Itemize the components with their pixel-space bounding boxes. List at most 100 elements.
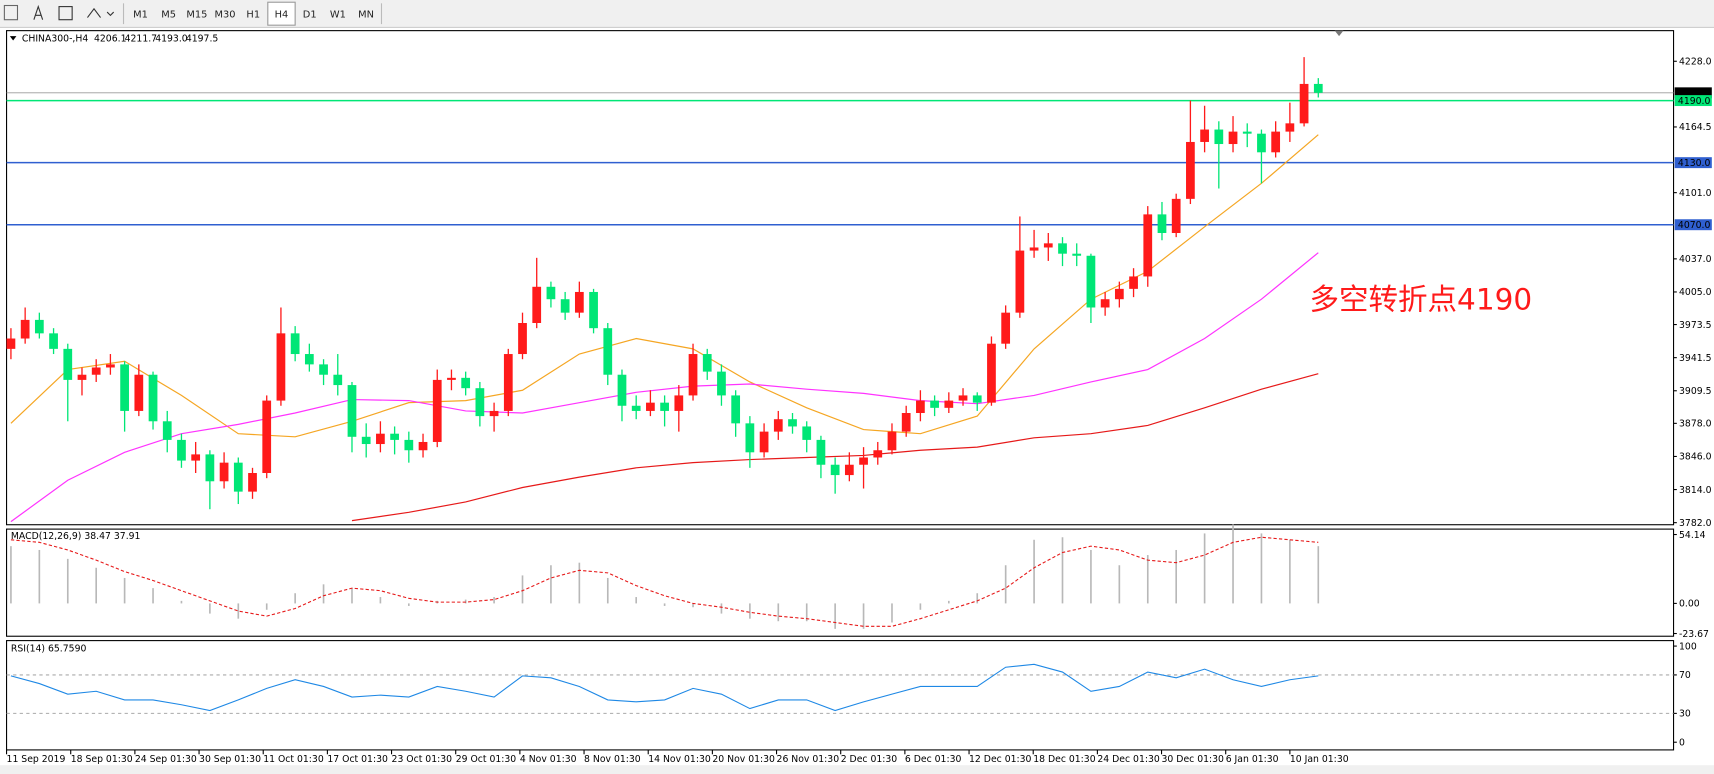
candle-body	[162, 421, 172, 440]
timeframe-button[interactable]: M15	[186, 10, 207, 21]
y-tick-label: 3941.5	[1679, 353, 1712, 364]
candle-body	[816, 439, 826, 465]
y-tick-label: 0	[1679, 738, 1685, 749]
candle-body	[930, 400, 939, 408]
ohlc-close: 4197.5	[186, 34, 219, 45]
candle-body	[745, 423, 755, 453]
candle-body	[233, 462, 243, 492]
moving-average	[10, 134, 1319, 438]
candle-body	[1157, 214, 1167, 233]
candle-body	[944, 400, 954, 408]
candle-body	[859, 457, 868, 465]
tool-icons[interactable]	[3, 4, 115, 21]
candle-body	[475, 388, 485, 417]
candle-body	[503, 354, 513, 411]
candle-body	[290, 333, 300, 355]
ohlc-high: 4211.7	[125, 34, 158, 45]
x-tick-label: 12 Dec 01:30	[969, 754, 1032, 765]
text-icon[interactable]	[33, 4, 44, 20]
price-level-tag	[1674, 87, 1712, 99]
candle-body	[830, 464, 840, 476]
candle-body	[1313, 83, 1323, 93]
candle-body	[177, 439, 186, 461]
candle-body	[1043, 243, 1053, 248]
timeframe-button[interactable]: H1	[246, 10, 260, 21]
y-tick-label: 100	[1679, 641, 1697, 652]
candle-body	[574, 291, 584, 313]
price-level-tag	[1674, 157, 1712, 169]
candle-body	[148, 374, 158, 422]
x-tick-label: 30 Sep 01:30	[199, 754, 261, 765]
x-tick-label: 30 Dec 01:30	[1162, 754, 1225, 765]
candle-body	[1186, 141, 1195, 199]
timeframe-button[interactable]: H4	[275, 10, 289, 21]
y-tick-label: 3782.0	[1679, 518, 1712, 529]
y-tick-label: 4164.5	[1679, 122, 1712, 133]
price-level-label: 4070.0	[1678, 220, 1711, 231]
candle-body	[1086, 255, 1096, 308]
rsi-line	[10, 663, 1319, 712]
candle-body	[646, 402, 655, 411]
candle-body	[191, 454, 201, 461]
candle-body	[844, 464, 854, 476]
candle-body	[560, 299, 570, 313]
candle-body	[1285, 123, 1295, 132]
candle-body	[702, 354, 712, 372]
x-tick-label: 14 Nov 01:30	[648, 754, 711, 765]
x-tick-label: 2 Dec 01:30	[841, 754, 898, 765]
candle-body	[489, 410, 499, 417]
x-tick-label: 17 Oct 01:30	[327, 754, 388, 765]
panel-menu-icon[interactable]	[9, 36, 17, 41]
x-tick-label: 24 Dec 01:30	[1097, 754, 1160, 765]
timeframe-button[interactable]: MN	[358, 10, 374, 21]
y-tick-label: 3909.5	[1679, 386, 1712, 397]
timeframe-button[interactable]: M5	[161, 10, 176, 21]
candle-body	[1114, 288, 1124, 300]
candle-body	[1242, 131, 1252, 134]
timeframe-button[interactable]: M30	[215, 10, 236, 21]
moving-average	[351, 373, 1319, 522]
candle-body	[418, 441, 428, 451]
x-tick-label: 26 Nov 01:30	[777, 754, 840, 765]
candle-body	[347, 385, 357, 437]
timeframe-button[interactable]: M1	[133, 10, 148, 21]
candle-body	[773, 419, 783, 432]
candle-body	[63, 348, 73, 380]
candle-body	[404, 439, 414, 451]
candle-body	[717, 371, 726, 396]
y-tick-label: 4101.0	[1679, 188, 1712, 199]
crosshair-icon[interactable]	[3, 4, 19, 21]
candle-body	[49, 333, 58, 349]
candle-body	[34, 319, 44, 334]
moving-average	[10, 252, 1319, 523]
price-level-label: 4197.5	[1678, 88, 1711, 99]
candle-body	[1072, 253, 1082, 256]
y-tick-label: 3973.5	[1679, 320, 1712, 331]
y-tick-label: 70	[1679, 670, 1691, 681]
symbol-label: CHINA300-,H4	[22, 34, 88, 45]
candle-body	[1058, 243, 1067, 254]
x-tick-label: 11 Sep 2019	[7, 754, 66, 765]
x-tick-label: 18 Dec 01:30	[1033, 754, 1096, 765]
candle-body	[603, 328, 613, 375]
shapes-icon[interactable]	[87, 7, 115, 18]
y-tick-label: 4037.0	[1679, 254, 1712, 265]
candle-body	[91, 367, 101, 375]
candle-body	[1015, 250, 1025, 313]
timeframe-button[interactable]: W1	[330, 10, 346, 21]
candle-body	[205, 454, 215, 482]
candle-body	[134, 374, 144, 411]
label-icon[interactable]	[58, 6, 73, 21]
candle-body	[276, 333, 286, 401]
candle-body	[219, 462, 229, 482]
x-tick-label: 11 Oct 01:30	[263, 754, 324, 765]
candle-body	[1271, 131, 1281, 153]
candle-body	[617, 374, 627, 406]
candle-body	[1299, 83, 1309, 124]
x-tick-label: 8 Nov 01:30	[584, 754, 641, 765]
candle-body	[731, 395, 741, 424]
timeframe-button[interactable]: D1	[303, 10, 317, 21]
candle-body	[1129, 276, 1138, 289]
candle-body	[1257, 133, 1266, 153]
y-tick-label: 4005.0	[1679, 287, 1712, 298]
